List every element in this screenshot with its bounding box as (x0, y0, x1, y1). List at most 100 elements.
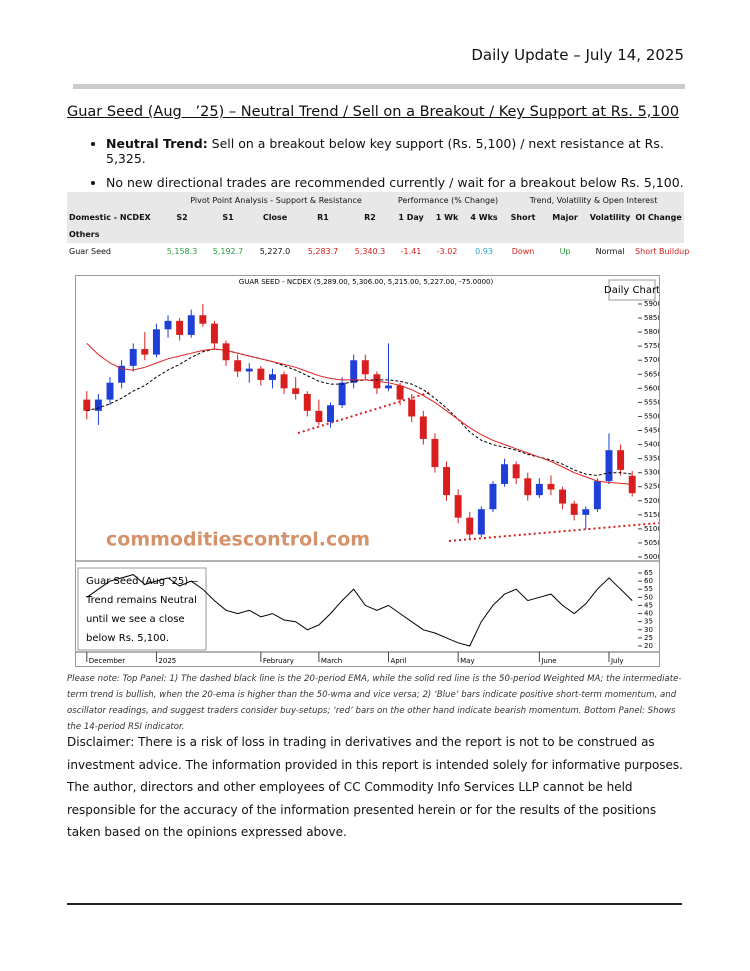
x-tick-label: 2025 (158, 657, 176, 665)
chart-label: Daily Chart (604, 285, 659, 296)
candle-body (280, 374, 288, 389)
header-date: Daily Update – July 14, 2025 (471, 46, 684, 64)
candle-body (315, 410, 323, 423)
column-header: R1 (317, 213, 329, 222)
candle-body (141, 348, 149, 355)
trendline (448, 522, 660, 542)
y-tick-label: 5400 (644, 441, 659, 449)
table-cell: Normal (595, 247, 625, 256)
y-tick-label: 5200 (644, 497, 659, 505)
y-tick-label: 5350 (644, 455, 659, 463)
trendline (297, 391, 432, 434)
candle-body (94, 399, 102, 411)
table-cell: Down (511, 247, 535, 256)
candle-body (268, 374, 276, 380)
rsi-tick-label: 55 (644, 585, 653, 593)
table-cell: 5,192.7 (212, 247, 244, 256)
x-tick-label: April (391, 657, 407, 665)
candle-body (396, 385, 404, 400)
candle-body (385, 385, 392, 389)
pivot-table: Pivot Point Analysis - Support & Resista… (67, 192, 690, 260)
column-header: Domestic - NCDEX (69, 213, 151, 222)
candle-body (466, 517, 474, 535)
candle-body (350, 360, 358, 383)
column-header: Major (552, 213, 578, 222)
candle-body (245, 368, 253, 372)
bullet-text: Sell on a breakout below key support (Rs… (106, 136, 664, 166)
table-cell: 5,158.3 (166, 247, 198, 256)
candle-body (454, 495, 462, 518)
annotation-box (77, 567, 207, 651)
column-header: Volatility (589, 213, 631, 222)
rsi-tick-label: 50 (644, 593, 653, 601)
group-header: Trend, Volatility & Open Interest (529, 196, 658, 205)
x-tick-label: June (540, 657, 556, 665)
column-header: S2 (176, 213, 188, 222)
y-tick-label: 5150 (644, 511, 659, 519)
column-header: 1 Wk (435, 213, 459, 222)
y-tick-label: 5650 (644, 370, 659, 378)
candle-body (547, 483, 555, 490)
rsi-tick-label: 20 (644, 642, 653, 650)
candle-body (83, 399, 91, 411)
annotation-text: below Rs. 5,100. (86, 633, 169, 644)
rsi-tick-label: 25 (644, 634, 653, 642)
candle-body (118, 365, 126, 383)
table-cell: 0.93 (475, 247, 493, 256)
table-cell: 5,227.0 (259, 247, 291, 256)
rsi-tick-label: 60 (644, 577, 653, 585)
candle-body (361, 360, 369, 375)
candle-body (501, 464, 509, 484)
y-tick-label: 5450 (644, 427, 659, 435)
candle-body (106, 382, 114, 400)
rsi-line (86, 574, 633, 647)
candle-body (292, 388, 300, 394)
table-cell: 5,340.3 (354, 247, 386, 256)
candle-body (431, 438, 439, 468)
candle-body (570, 503, 578, 515)
disclaimer: Disclaimer: There is a risk of loss in t… (67, 735, 683, 839)
y-tick-label: 5900 (644, 300, 659, 308)
column-header: R2 (364, 213, 376, 222)
label-box (608, 279, 656, 301)
candle-body (164, 320, 172, 330)
candle-body (152, 329, 160, 355)
table-cell: Up (559, 247, 571, 256)
x-tick-label: December (89, 657, 125, 665)
y-tick-label: 5100 (644, 525, 659, 533)
column-header: Short (510, 213, 536, 222)
candle-body (187, 315, 195, 335)
annotation-text: until we see a close (86, 614, 185, 625)
candle-body (408, 399, 416, 417)
candle-body (524, 478, 532, 496)
candle-body (443, 467, 451, 496)
bullet-bold: Neutral Trend: (106, 136, 208, 151)
candle-body (327, 405, 334, 423)
y-tick-label: 5850 (644, 314, 659, 322)
y-tick-label: 5500 (644, 412, 659, 420)
candle-body (338, 382, 346, 406)
candle-body (512, 464, 520, 479)
column-header: OI Change (635, 213, 682, 222)
group-header: Pivot Point Analysis - Support & Resista… (190, 196, 362, 205)
rsi-tick-label: 35 (644, 618, 653, 626)
ema-line (86, 348, 633, 477)
column-header: 1 Day (398, 213, 424, 222)
table-cell: -3.02 (436, 247, 458, 256)
table-cell: Short Buildup (635, 247, 690, 256)
chart: GUAR SEED - NCDEX (5,289.00, 5,306.00, 5… (76, 278, 662, 665)
chart-note: Please note: Top Panel: 1) The dashed bl… (67, 674, 682, 732)
rsi-tick-label: 45 (644, 601, 653, 609)
candle-body (222, 343, 230, 361)
candle-body (199, 315, 207, 324)
chart-frame: GUAR SEED - NCDEX (5,289.00, 5,306.00, 5… (75, 275, 662, 667)
candle-body (477, 509, 485, 535)
table-cell: -1.41 (400, 247, 422, 256)
y-tick-label: 5000 (644, 553, 659, 561)
candle-body (559, 489, 567, 504)
candle-body (605, 450, 613, 482)
column-header: 4 Wks (470, 213, 498, 222)
watermark: commoditiescontrol.com (106, 529, 370, 551)
bullets: Neutral Trend: Sell on a breakout below … (84, 136, 706, 199)
